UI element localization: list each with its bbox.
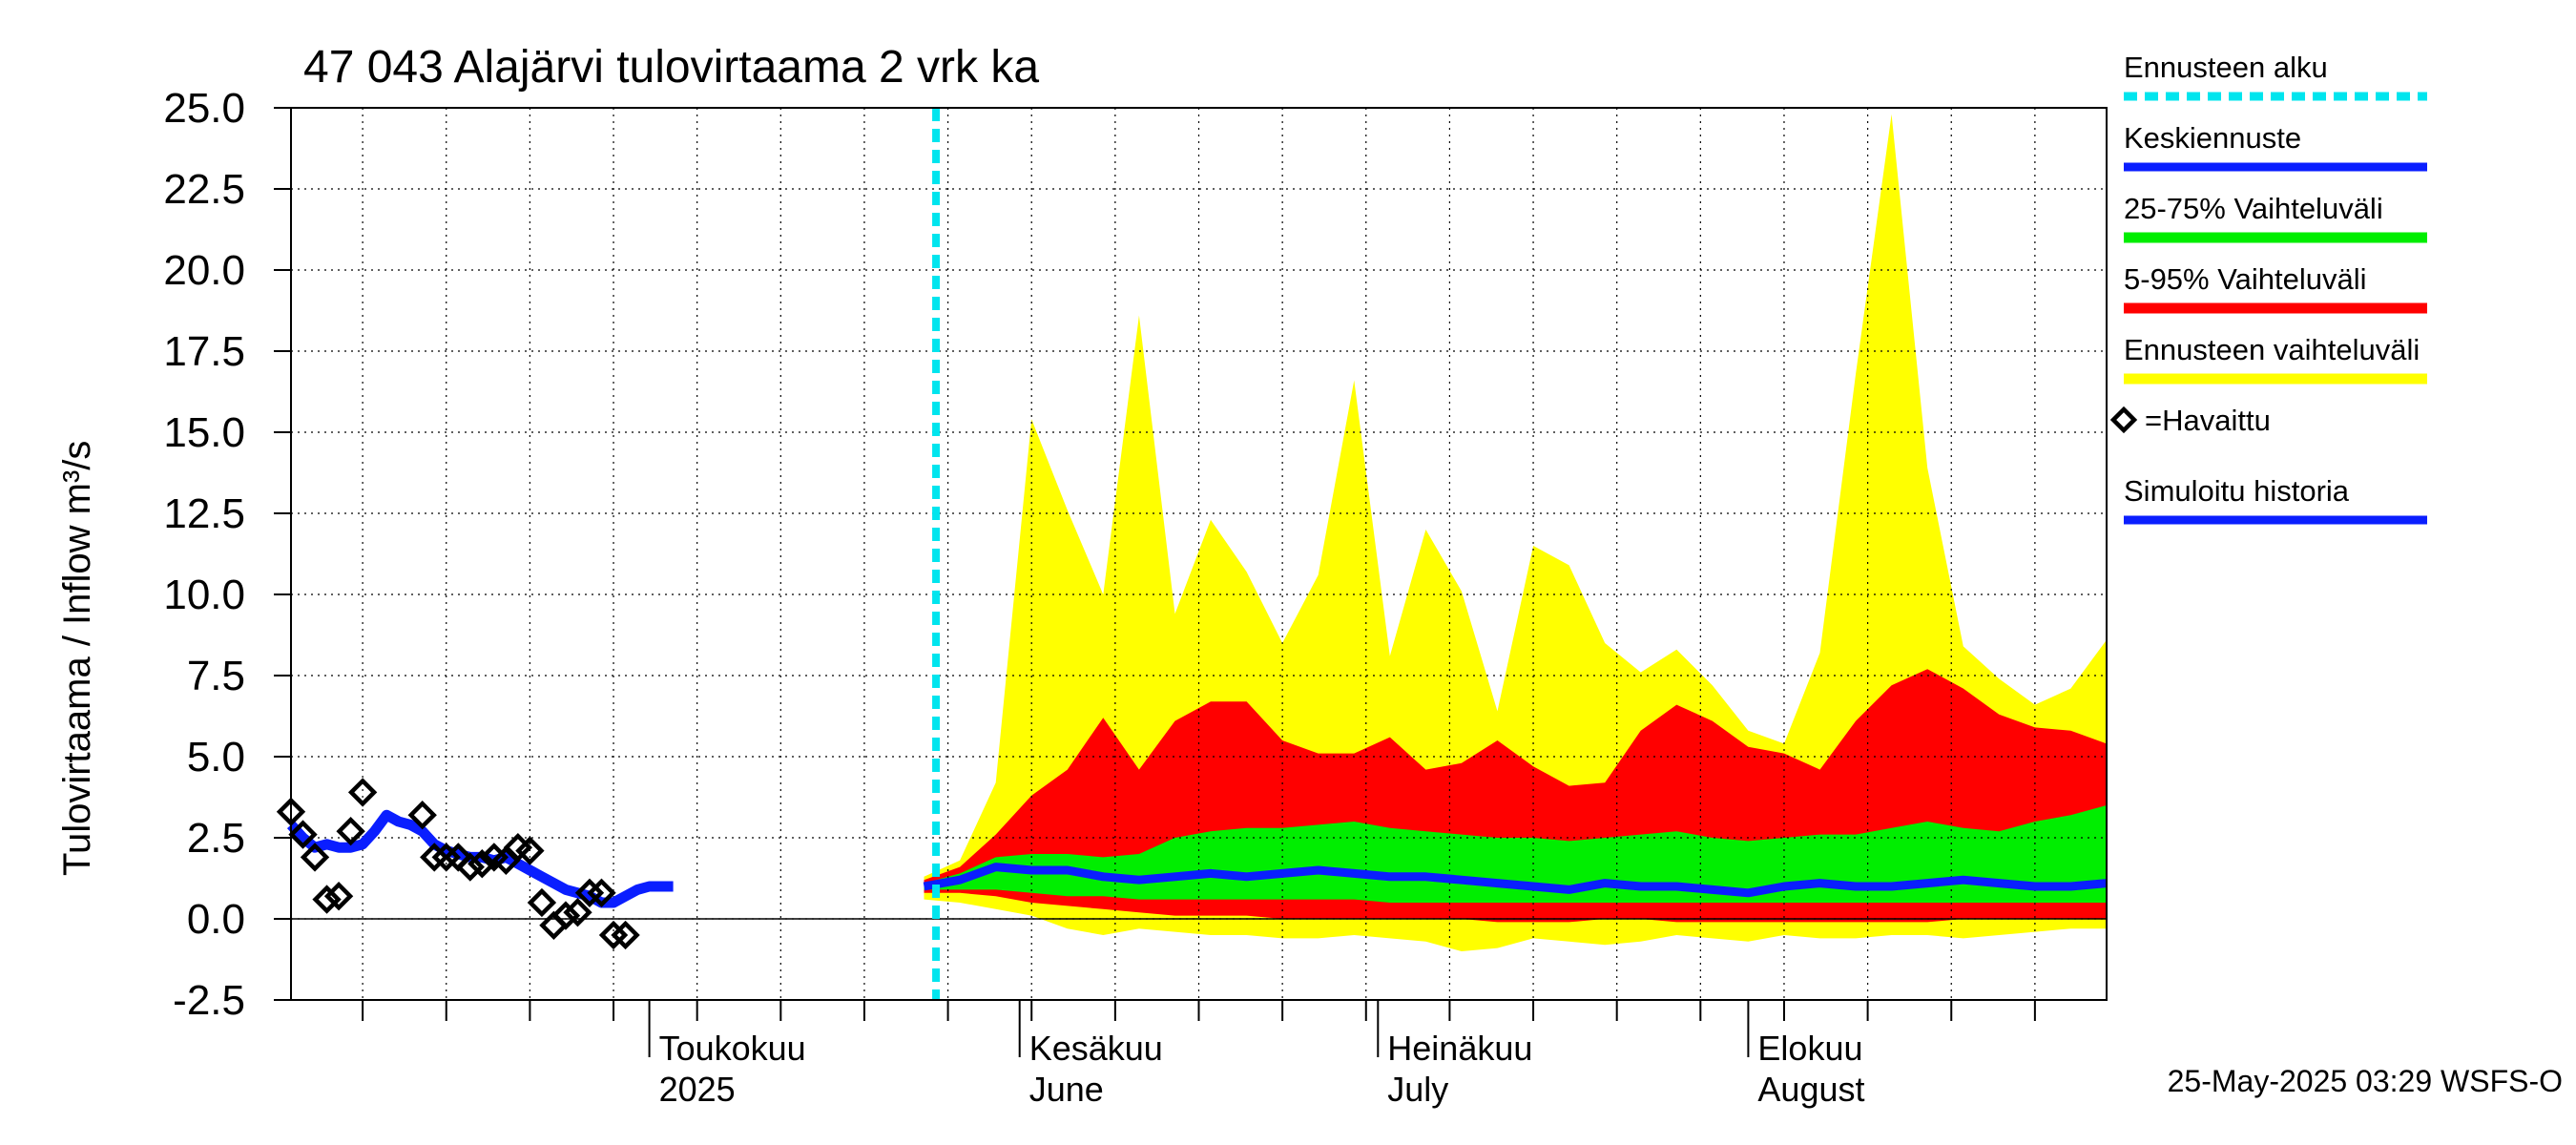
month-sublabel: June [1029,1070,1104,1109]
y-tick-label: 2.5 [187,815,245,862]
y-tick-label: 22.5 [163,166,245,213]
observed-point [563,898,592,927]
observed-point [431,843,461,872]
y-axis-label: Tulovirtaama / Inflow m³/s [56,441,98,876]
observed-point [467,849,497,879]
observed-point [551,901,581,930]
legend-marker [2109,406,2138,434]
y-tick-label: 0.0 [187,896,245,943]
observed-point [312,885,342,914]
y-tick-label: 17.5 [163,328,245,375]
legend-label: Ennusteen alku [2124,51,2328,84]
y-tick-label: 20.0 [163,247,245,294]
observed-point [347,778,378,807]
observed-point [527,887,557,918]
legend-label: 5-95% Vaihteluväli [2124,262,2366,296]
y-tick-label: 5.0 [187,734,245,781]
observed-markers [276,778,640,950]
month-label: Toukokuu [659,1029,806,1068]
observed-point [300,843,330,872]
footer-timestamp: 25-May-2025 03:29 WSFS-O [2168,1064,2563,1098]
observed-point [515,836,545,865]
y-tick-label: 12.5 [163,490,245,537]
month-sublabel: July [1387,1070,1448,1109]
legend-label: =Havaittu [2145,404,2271,437]
chart-grid [291,107,2107,1001]
observed-point [323,882,354,911]
observed-point [598,920,629,950]
month-sublabel: 2025 [659,1070,736,1109]
axes: 25.0 22.5 20.0 17.5 15.0 12.5 10.0 7.5 5.0 2.5 0.0… [163,85,2036,1109]
legend-label: Keskiennuste [2124,121,2301,155]
y-tick-label: 25.0 [163,85,245,132]
y-tick-label: -2.5 [173,977,245,1024]
forecast-median-line [923,863,2108,898]
observed-point [574,878,605,907]
month-label: Elokuu [1757,1029,1862,1068]
legend-label: Simuloitu historia [2124,474,2350,508]
legend: Ennusteen alku Keskiennuste 25-75% Vaihtel… [2109,51,2427,525]
legend-label: 25-75% Vaihteluväli [2124,192,2383,225]
y-tick-label: 10.0 [163,572,245,618]
month-label: Kesäkuu [1029,1029,1163,1068]
observed-point [420,843,449,872]
chart-title: 47 043 Alajärvi tulovirtaama 2 vrk ka [303,42,1039,93]
observed-point [407,801,437,830]
observed-point [455,852,485,882]
forecast-bands [924,114,2107,952]
observed-point [611,920,640,950]
month-label: Heinäkuu [1387,1029,1532,1068]
observed-point [288,820,318,849]
month-sublabel: August [1757,1070,1864,1109]
y-tick-label: 7.5 [187,653,245,699]
observed-point [336,817,365,846]
observed-point [587,878,616,907]
y-tick-label: 15.0 [163,409,245,456]
legend-label: Ennusteen vaihteluväli [2124,333,2420,366]
